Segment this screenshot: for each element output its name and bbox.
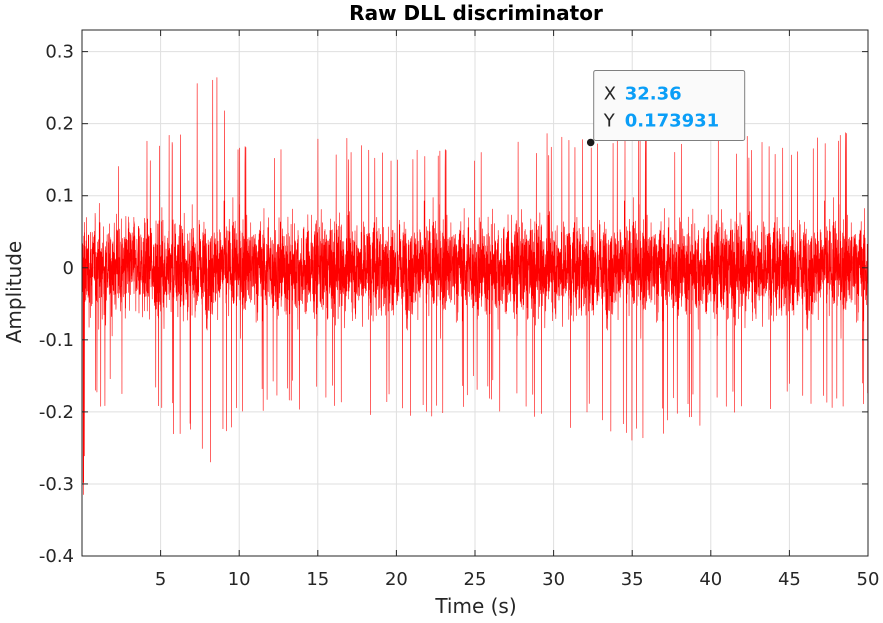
axes [81,29,869,557]
x-tick-label: 20 [385,569,408,590]
x-tick-label: 40 [699,569,722,590]
chart-title: Raw DLL discriminator [349,1,603,25]
signal-line [81,77,869,495]
y-axis-label: Amplitude [2,241,26,344]
y-tick-label: -0.1 [39,330,74,351]
data-tip-marker[interactable] [585,137,596,148]
tick-labels: 5 10 15 20 25 30 35 40 45 50 -0.4 -0.3 -0.2 -0.1 0 0.1 0… [39,42,880,590]
x-axis-label: Time (s) [434,594,516,618]
x-tick-label: 45 [778,569,801,590]
y-tick-label: -0.4 [39,546,74,567]
x-tick-label: 15 [306,569,329,590]
x-tick-label: 10 [228,569,251,590]
x-tick-label: 50 [857,569,880,590]
y-tick-label: 0.3 [45,42,74,63]
x-tick-label: 25 [464,569,487,590]
data-tip[interactable]: X 32.36 Y 0.173931 [585,69,746,148]
y-tick-label: -0.2 [39,402,74,423]
y-tick-label: 0.1 [45,186,74,207]
data-tip-x-value: 32.36 [625,83,682,104]
data-tip-x-label: X [604,83,616,104]
data-tip-box [593,69,746,141]
x-tick-label: 5 [155,569,166,590]
signal-series [81,77,869,495]
x-tick-label: 35 [621,569,644,590]
y-tick-label: 0.2 [45,114,74,135]
data-tip-y-label: Y [603,110,616,131]
data-tip-y-value: 0.173931 [625,110,720,131]
x-tick-label: 30 [542,569,565,590]
y-tick-label: -0.3 [39,474,74,495]
y-tick-label: 0 [63,258,74,279]
